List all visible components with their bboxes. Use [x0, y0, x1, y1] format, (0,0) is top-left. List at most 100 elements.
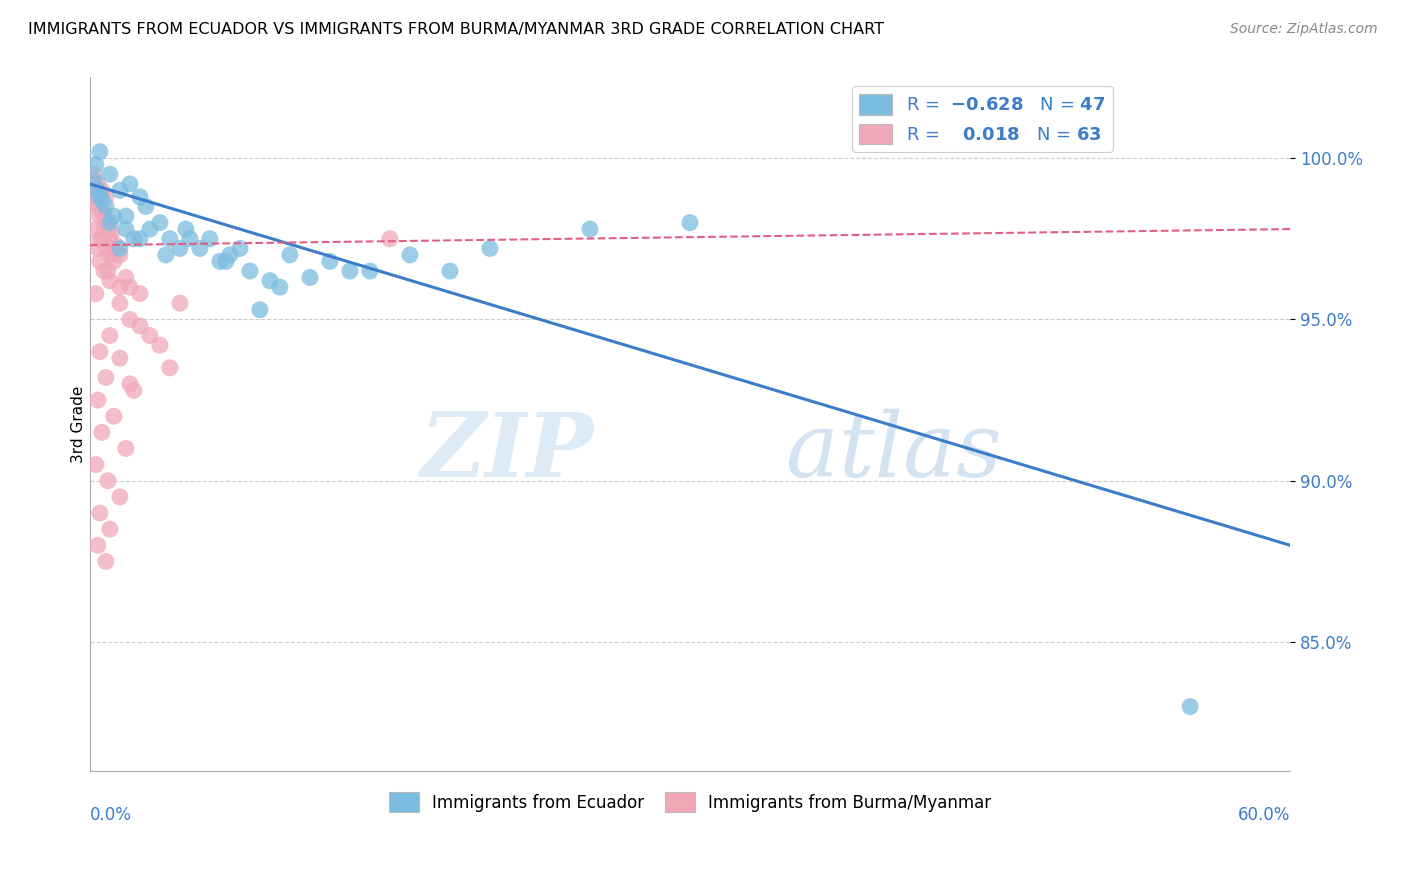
Point	[104, 238, 127, 252]
Point	[108, 183, 131, 197]
Point	[188, 242, 211, 256]
Point	[478, 242, 501, 256]
Point	[239, 264, 262, 278]
Point	[174, 222, 197, 236]
Point	[89, 344, 111, 359]
Point	[399, 248, 422, 262]
Point	[84, 458, 107, 472]
Point	[89, 190, 111, 204]
Point	[80, 183, 103, 197]
Point	[98, 248, 121, 262]
Point	[298, 270, 321, 285]
Point	[215, 254, 238, 268]
Point	[169, 242, 191, 256]
Point	[439, 264, 461, 278]
Point	[94, 554, 117, 568]
Point	[89, 232, 111, 246]
Point	[108, 280, 131, 294]
Point	[115, 209, 138, 223]
Point	[159, 360, 181, 375]
Point	[108, 296, 131, 310]
Point	[87, 242, 110, 256]
Point	[229, 242, 252, 256]
Point	[128, 286, 150, 301]
Point	[108, 351, 131, 366]
Point	[87, 183, 110, 197]
Text: atlas: atlas	[786, 409, 1002, 495]
Point	[94, 370, 117, 384]
Point	[98, 167, 121, 181]
Point	[118, 280, 141, 294]
Point	[115, 442, 138, 456]
Point	[84, 157, 107, 171]
Point	[98, 216, 121, 230]
Point	[103, 254, 125, 268]
Point	[83, 174, 105, 188]
Legend: Immigrants from Ecuador, Immigrants from Burma/Myanmar: Immigrants from Ecuador, Immigrants from…	[382, 786, 998, 818]
Point	[118, 177, 141, 191]
Point	[122, 232, 145, 246]
Text: 60.0%: 60.0%	[1237, 805, 1291, 824]
Point	[90, 232, 112, 246]
Point	[128, 318, 150, 333]
Point	[108, 242, 131, 256]
Point	[90, 183, 112, 197]
Point	[359, 264, 381, 278]
Point	[94, 212, 117, 227]
Point	[135, 200, 157, 214]
Point	[84, 286, 107, 301]
Point	[103, 209, 125, 223]
Point	[97, 264, 120, 278]
Point	[219, 248, 242, 262]
Point	[278, 248, 301, 262]
Point	[179, 232, 201, 246]
Point	[90, 202, 112, 217]
Point	[679, 216, 702, 230]
Point	[84, 200, 107, 214]
Point	[91, 206, 114, 220]
Point	[108, 248, 131, 262]
Point	[87, 538, 110, 552]
Point	[319, 254, 342, 268]
Text: ZIP: ZIP	[420, 409, 593, 495]
Point	[97, 222, 120, 236]
Point	[89, 254, 111, 268]
Point	[86, 193, 108, 207]
Point	[579, 222, 602, 236]
Point	[128, 232, 150, 246]
Point	[159, 232, 181, 246]
Point	[98, 328, 121, 343]
Point	[89, 209, 111, 223]
Point	[98, 274, 121, 288]
Point	[90, 193, 112, 207]
Point	[87, 393, 110, 408]
Point	[103, 409, 125, 424]
Point	[128, 190, 150, 204]
Point	[1178, 699, 1201, 714]
Point	[98, 232, 121, 246]
Point	[139, 222, 162, 236]
Text: Source: ZipAtlas.com: Source: ZipAtlas.com	[1230, 22, 1378, 37]
Point	[84, 222, 107, 236]
Point	[149, 338, 172, 352]
Text: 0.0%: 0.0%	[90, 805, 132, 824]
Point	[90, 425, 112, 440]
Point	[198, 232, 221, 246]
Point	[103, 242, 125, 256]
Point	[208, 254, 231, 268]
Point	[339, 264, 361, 278]
Point	[87, 177, 110, 191]
Point	[108, 490, 131, 504]
Point	[122, 384, 145, 398]
Point	[93, 264, 115, 278]
Point	[118, 312, 141, 326]
Y-axis label: 3rd Grade: 3rd Grade	[72, 385, 86, 463]
Point	[269, 280, 291, 294]
Point	[96, 216, 118, 230]
Point	[118, 376, 141, 391]
Point	[115, 222, 138, 236]
Point	[378, 232, 401, 246]
Point	[98, 522, 121, 536]
Point	[139, 328, 162, 343]
Point	[87, 196, 110, 211]
